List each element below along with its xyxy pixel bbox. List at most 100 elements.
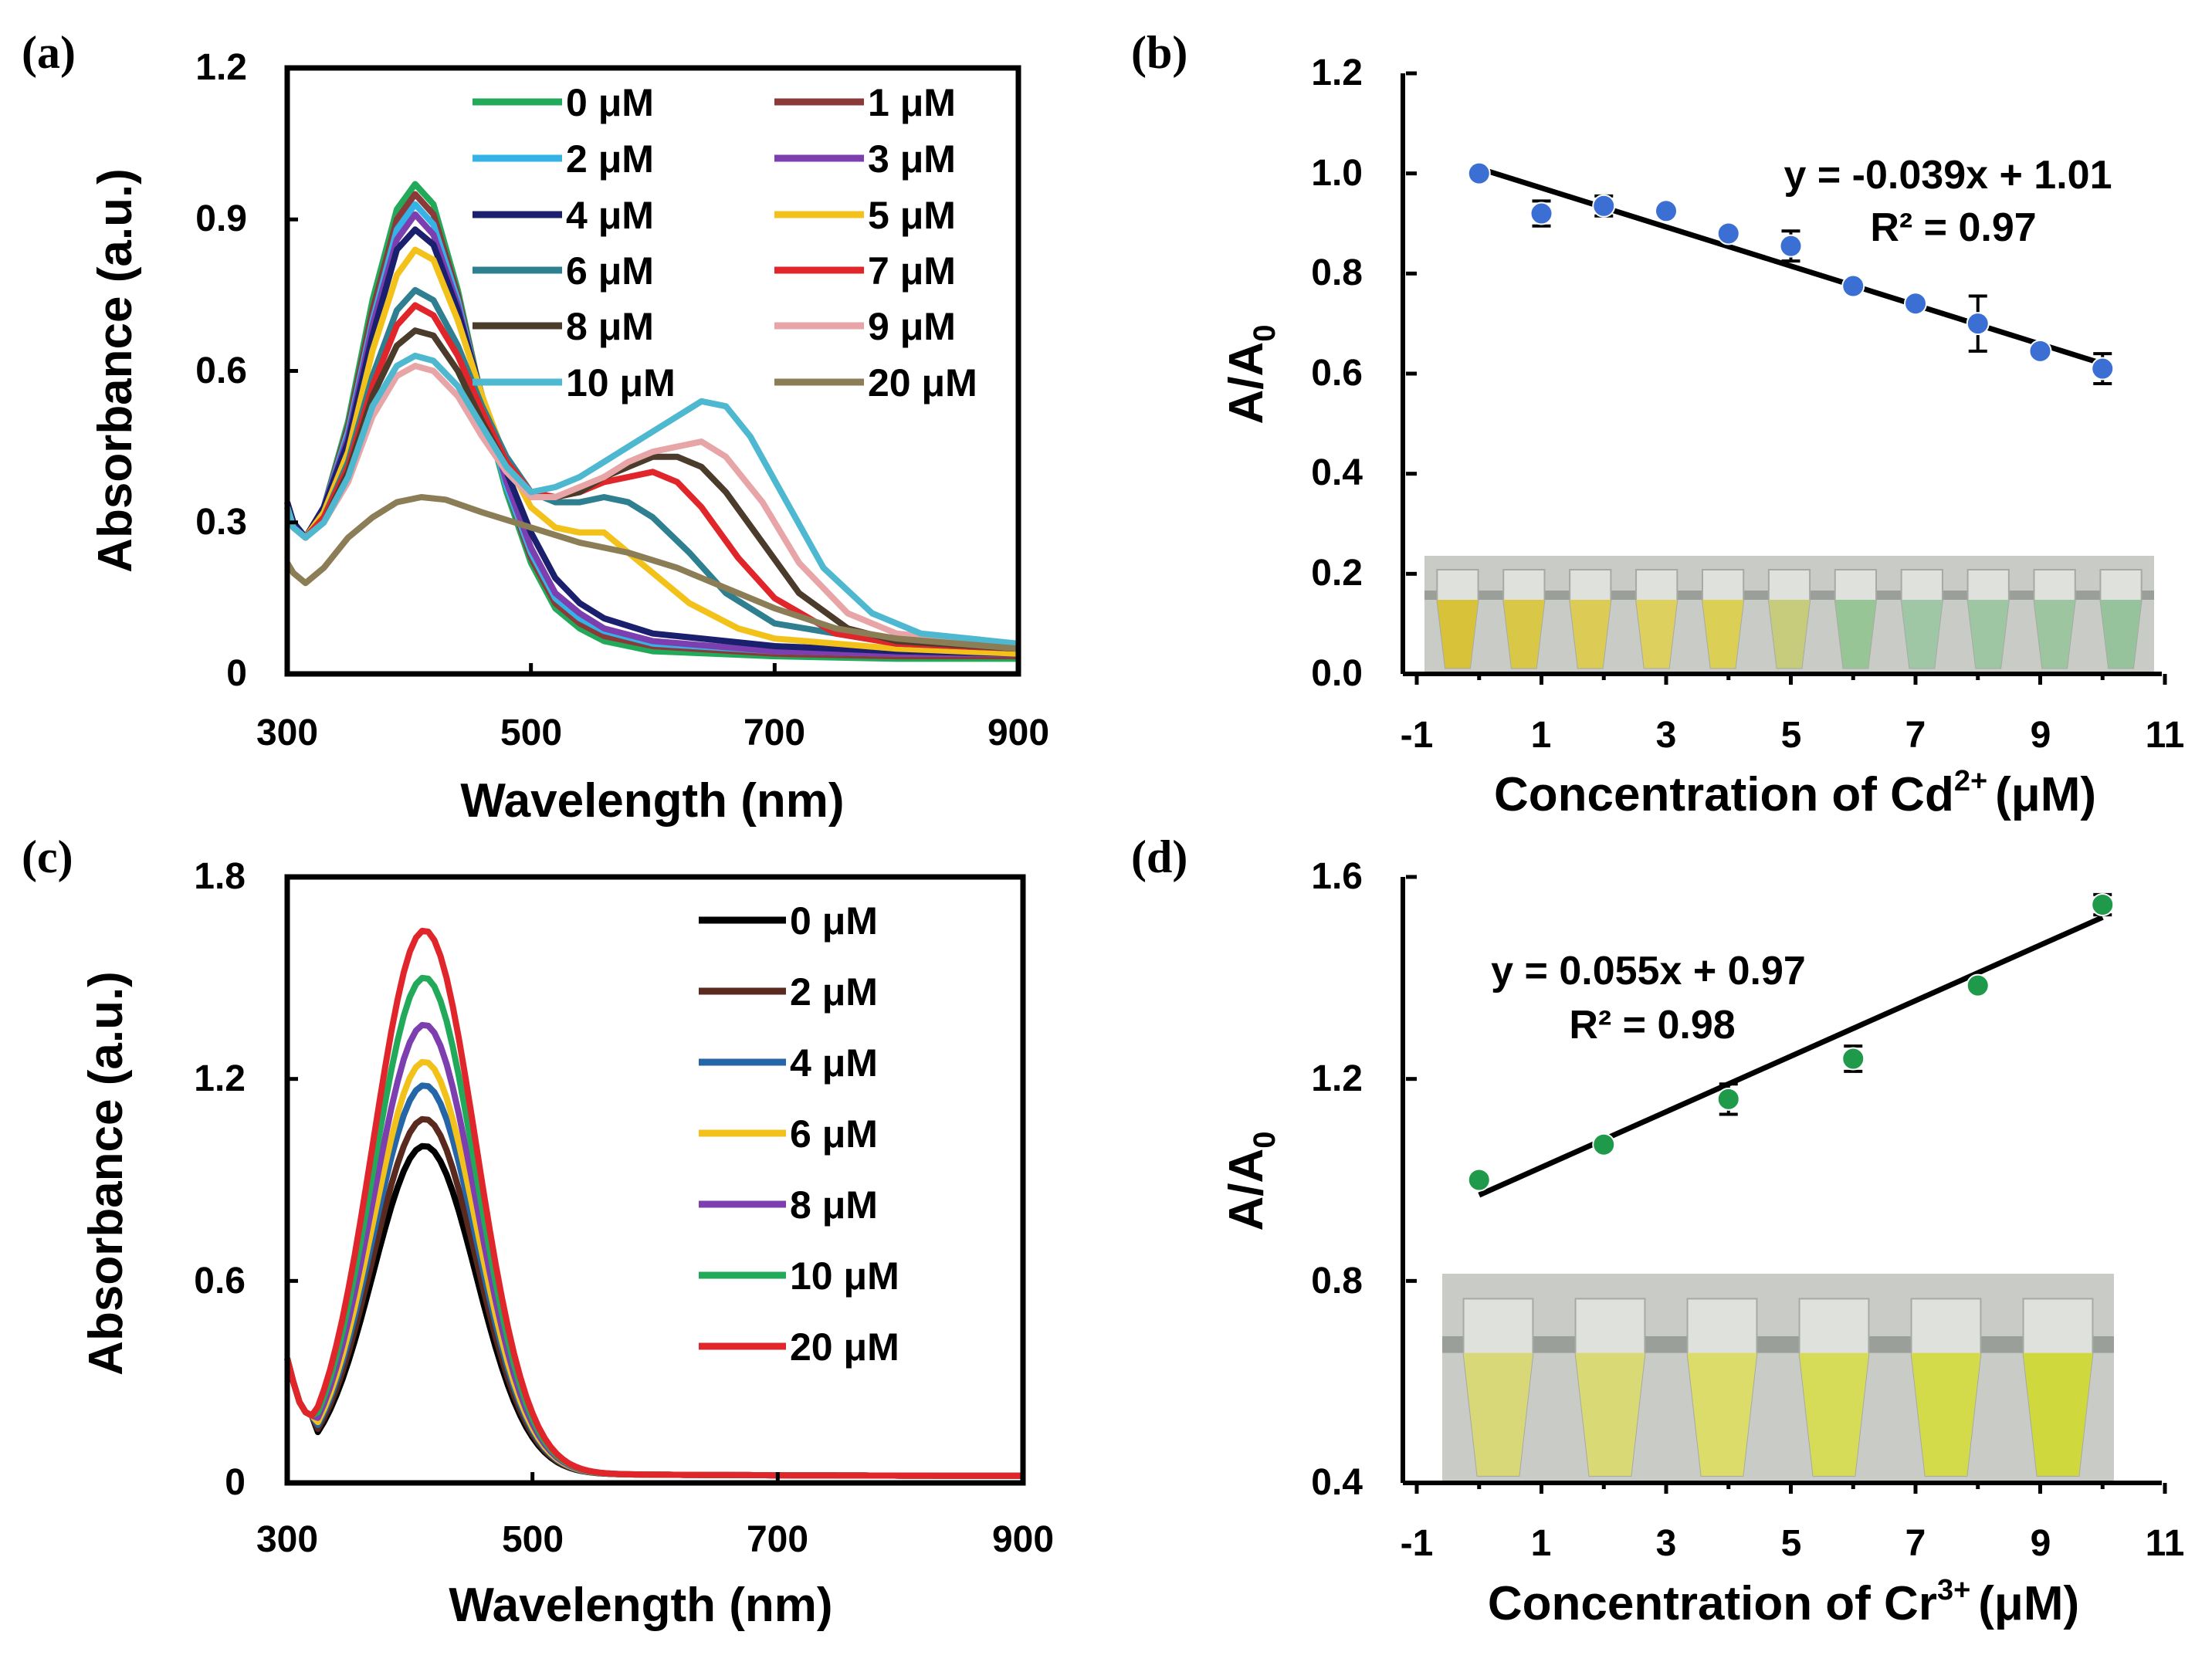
panel-a-frame — [284, 65, 1021, 677]
panel-c-xtick: 900 — [992, 1519, 1054, 1560]
tube-liquid — [1437, 600, 1479, 669]
panel-c-xlabel: Wavelength (nm) — [449, 1579, 832, 1632]
xlabel-superscript: 3+ — [1937, 1574, 1970, 1606]
panel-b-r-squared: R² = 0.97 — [1870, 205, 2036, 250]
spectrum-line — [284, 352, 1019, 647]
spectrum-line — [284, 226, 1019, 657]
panel-a-xticks: 300 500 700 900 — [256, 713, 1049, 753]
panel-d-yticks: 0.4 0.8 1.2 1.6 — [1311, 856, 1363, 1503]
panel-a-letter: (a) — [22, 27, 76, 78]
panel-d-tube-photo — [1442, 1274, 2114, 1482]
panel-a-ytick: 1.2 — [195, 47, 247, 88]
panel-c-legend: 0 μM 2 μM 4 μM 6 μM 8 μM 10 μM 20 μM — [699, 899, 899, 1369]
legend-label: 0 μM — [790, 899, 878, 943]
ylabel-main: A/A — [1220, 1149, 1273, 1231]
panel-d-r-squared: R² = 0.98 — [1569, 1003, 1735, 1048]
panel-b-ytick: 0.2 — [1311, 553, 1363, 594]
panel-c-ytick: 0 — [225, 1462, 246, 1503]
panel-a-xlabel: Wavelength (nm) — [460, 774, 844, 828]
panel-c-xticks: 300 500 700 900 — [256, 1519, 1054, 1560]
panel-d: (d) 0.4 0.8 1.2 1.6 -1 1 3 5 7 9 11 Conc… — [1131, 831, 2184, 1630]
legend-entry: 4 μM — [473, 194, 654, 237]
panel-d-xtick: 7 — [1905, 1523, 1926, 1564]
data-point — [1592, 194, 1616, 218]
legend-label: 0 μM — [566, 81, 654, 124]
data-point — [2028, 339, 2052, 363]
xlabel-superscript: 2+ — [1954, 765, 1987, 797]
panel-a-xtick: 900 — [987, 713, 1049, 753]
panel-c-xtick: 300 — [256, 1519, 318, 1560]
panel-b-ytick: 1.0 — [1311, 153, 1363, 194]
spectrum-line — [284, 1142, 1023, 1479]
panel-b-xtick: 7 — [1905, 715, 1926, 756]
tube-liquid — [1687, 1352, 1757, 1476]
panel-b-xtick: 1 — [1531, 715, 1552, 756]
tube-liquid — [1570, 600, 1611, 669]
legend-entry: 6 μM — [473, 249, 654, 293]
panel-a-xtick: 300 — [256, 713, 318, 753]
panel-c-ytick: 1.2 — [194, 1058, 246, 1099]
legend-entry: 10 μM — [473, 361, 676, 404]
spectrum-line — [284, 1021, 1023, 1479]
legend-label: 5 μM — [868, 194, 956, 237]
legend-entry: 3 μM — [774, 137, 956, 181]
legend-entry: 2 μM — [473, 137, 654, 181]
legend-label: 1 μM — [868, 81, 956, 124]
legend-entry: 7 μM — [774, 249, 956, 293]
panel-d-xticks: -1 1 3 5 7 9 11 — [1401, 1523, 2185, 1564]
data-point — [1966, 973, 1990, 997]
panel-b-plot — [1406, 71, 2167, 685]
spectrum-line — [284, 302, 1019, 652]
xlabel-unit: (μM) — [1978, 1577, 2079, 1630]
tube-liquid — [2100, 600, 2142, 669]
panel-c-ylabel: Absorbance (a.u.) — [80, 971, 133, 1376]
data-point — [1467, 161, 1491, 185]
legend-entry: 9 μM — [774, 305, 956, 348]
spectrum-line — [284, 1082, 1023, 1479]
xlabel-main: Concentration of Cr — [1488, 1577, 1937, 1630]
data-point — [1904, 292, 1927, 316]
legend-label: 7 μM — [868, 249, 956, 293]
tube-liquid — [1967, 600, 2009, 669]
fit-line — [1478, 915, 2104, 1198]
fit-line — [1478, 165, 2104, 367]
panel-b-xtick: 5 — [1781, 715, 1802, 756]
tube-liquid — [1702, 600, 1744, 669]
panel-d-xtick: 5 — [1781, 1523, 1802, 1564]
legend-label: 4 μM — [566, 194, 654, 237]
panel-b-ytick: 0.6 — [1311, 353, 1363, 394]
panel-a-legend: 0 μM 1 μM 2 μM 3 μM 4 μM 5 μM 6 μM 7 μM … — [473, 81, 977, 404]
legend-entry: 5 μM — [774, 194, 956, 237]
panel-c-xtick: 500 — [502, 1519, 564, 1560]
panel-a: (a) 0 0.3 0.6 0.9 1.2 300 500 700 900 Wa… — [22, 27, 1049, 828]
data-point — [1529, 201, 1553, 225]
legend-entry: 0 μM — [699, 899, 878, 943]
tube-liquid — [1901, 600, 1943, 669]
legend-entry: 8 μM — [473, 305, 654, 348]
panel-d-xtick: 3 — [1656, 1523, 1677, 1564]
panel-a-plot — [284, 66, 1021, 676]
legend-label: 10 μM — [566, 361, 676, 404]
legend-label: 8 μM — [566, 305, 654, 348]
legend-label: 6 μM — [790, 1112, 878, 1156]
panel-b-ylabel: A/A0 — [1220, 324, 1282, 424]
legend-label: 9 μM — [868, 305, 956, 348]
tube-liquid — [2034, 600, 2075, 669]
spectrum-line — [284, 1058, 1023, 1479]
panel-d-xtick: 9 — [2031, 1523, 2051, 1564]
legend-entry: 20 μM — [699, 1325, 899, 1369]
spectrum-line — [284, 363, 1019, 649]
panel-d-ytick: 0.8 — [1311, 1261, 1363, 1302]
panel-c-frame — [284, 874, 1026, 1486]
spectrum-line — [284, 974, 1023, 1479]
panel-b-ytick: 0.4 — [1311, 452, 1363, 493]
panel-c-ytick: 0.6 — [194, 1261, 246, 1302]
tube-liquid — [1463, 1352, 1533, 1476]
legend-label: 20 μM — [868, 361, 977, 404]
data-point — [1779, 234, 1803, 258]
panel-d-xtick: 11 — [2146, 1523, 2185, 1564]
tube-liquid — [1799, 1352, 1869, 1476]
panel-b-letter: (b) — [1131, 27, 1187, 78]
ylabel-main: A/A — [1220, 342, 1273, 425]
data-point — [2091, 892, 2115, 916]
